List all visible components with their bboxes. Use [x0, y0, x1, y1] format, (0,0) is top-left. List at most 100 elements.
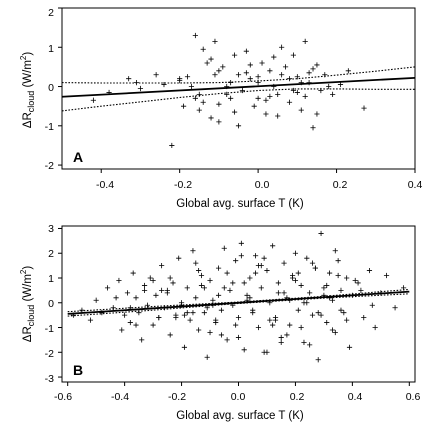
panel-b-data-point — [307, 342, 313, 348]
panel-b-data-point — [230, 280, 236, 286]
panel-a-ylabel-units-close: ) — [22, 52, 34, 56]
panel-a-data-point — [263, 111, 269, 117]
panel-b-data-point — [315, 310, 321, 316]
panel-b-data-point — [309, 312, 316, 318]
panel-a-data-point — [275, 91, 281, 97]
panel-b-data-point — [326, 270, 333, 276]
panel-a-points — [90, 32, 367, 149]
panel-b-data-point — [221, 285, 227, 291]
panel-a-ylabel-sub: cloud — [26, 91, 36, 113]
panel-a-data-point — [326, 83, 332, 90]
panel-a-data-point — [235, 123, 242, 129]
panel-b-xtick-label: -0.6 — [54, 391, 72, 403]
panel-a-xtick-label: -0.2 — [174, 179, 192, 191]
panel-a-data-point — [330, 91, 336, 97]
panel-a-data-point — [231, 109, 238, 115]
panel-b-data-point — [281, 290, 287, 296]
panel-b-data-point — [201, 285, 207, 291]
panel-b-data-point — [312, 265, 318, 271]
panel-a-data-point — [235, 72, 242, 78]
panel-a-ytick-label: -2 — [45, 160, 54, 172]
panel-b-data-point — [295, 270, 301, 276]
panel-b-data-point — [307, 290, 313, 296]
panel-b-data-point — [264, 267, 270, 274]
panel-b-ci-upper-line — [67, 288, 410, 313]
panel-b-data-point — [318, 230, 324, 237]
panel-b-data-point — [335, 272, 341, 279]
panel-a-data-point — [310, 125, 316, 131]
panel-b-data-point — [332, 329, 338, 336]
panel-b-data-point — [292, 277, 299, 284]
panel-a-data-point — [271, 54, 277, 60]
panel-a-data-point — [255, 80, 261, 86]
panel-a-data-point — [137, 85, 144, 92]
panel-b-xtick-label: 0.6 — [406, 391, 421, 403]
panel-b-x-axis-title: Global avg. surface T (K) — [176, 410, 304, 422]
panel-b-data-point — [329, 327, 336, 333]
panel-b-data-point — [170, 280, 176, 286]
panel-b-data-point — [338, 307, 344, 313]
panel-a-xtick-label: 0.4 — [408, 179, 423, 191]
panel-a-ylabel-main: ΔR — [22, 112, 34, 128]
panel-b-data-point — [201, 310, 207, 316]
panel-a-data-point — [224, 91, 230, 97]
panel-b-data-point — [287, 322, 293, 328]
panel-a-data-point — [243, 48, 249, 54]
panel-b-data-point — [284, 332, 290, 338]
panel-a-data-point — [255, 95, 261, 101]
panel-b-data-point — [278, 339, 284, 345]
panel-a-data-point — [294, 74, 300, 80]
panel-b-data-point — [275, 290, 281, 296]
panel-a-data-point — [267, 68, 273, 74]
panel-a-data-point — [204, 60, 210, 66]
panel-b-data-point — [241, 347, 247, 353]
panel-b-data-point — [104, 285, 111, 291]
panel-a-data-point — [90, 97, 96, 103]
panel-b-ytick-label: 1 — [48, 273, 54, 285]
panel-b-data-point — [366, 267, 373, 274]
panel-b-data-point — [321, 285, 327, 291]
panel-b-data-point — [227, 287, 233, 293]
panel-b-data-point — [324, 282, 330, 289]
panel-b-data-point — [147, 275, 153, 281]
panel-b-data-point — [110, 305, 116, 311]
panel-a-data-point — [247, 76, 253, 82]
panel-b-data-point — [150, 277, 156, 284]
panel-b-data-point — [113, 295, 119, 301]
panel-b-data-point — [272, 315, 279, 321]
panel-a-data-point — [212, 72, 218, 78]
panel-b-data-point — [355, 280, 361, 286]
panel-b-data-point — [173, 315, 179, 321]
panel-b-data-point — [324, 319, 330, 326]
panel-b-data-point — [244, 292, 250, 298]
panel-a-data-point — [212, 38, 218, 44]
panel-b-regression-line — [67, 290, 410, 315]
panel-a-xtick-label: 0.2 — [333, 179, 348, 191]
panel-a-data-point — [290, 87, 297, 94]
panel-a-data-point — [314, 62, 320, 68]
panel-a-data-point — [286, 76, 293, 82]
panel-a: -0.4 -0.2 0.0 0.2 0.4 -2 -1 0 1 2 Global… — [19, 7, 422, 210]
panel-b-data-point — [261, 255, 267, 261]
panel-a-data-point — [169, 142, 175, 149]
panel-a-data-point — [247, 62, 253, 68]
panel-a-data-point — [192, 32, 198, 39]
panel-b-data-point — [341, 310, 347, 316]
panel-a-data-point — [294, 89, 300, 96]
panel-b-fit-line — [67, 290, 410, 315]
panel-b-data-point — [289, 275, 296, 281]
panel-a-data-point — [318, 87, 324, 94]
panel-b-data-point — [207, 277, 213, 284]
panel-a-xtick-label: 0.0 — [255, 179, 270, 191]
panel-b-ylabel-units: (W/m — [22, 274, 34, 305]
panel-a-data-point — [228, 80, 234, 86]
panel-b-data-point — [167, 332, 173, 338]
panel-b-xtick-label: 0.0 — [231, 391, 246, 403]
panel-a-data-point — [267, 93, 273, 99]
panel-b-data-point — [187, 317, 193, 323]
panel-b-data-point — [344, 275, 350, 281]
panel-a-data-point — [322, 72, 328, 78]
panel-a-data-point — [188, 83, 195, 90]
panel-a-confidence-band — [61, 66, 416, 112]
